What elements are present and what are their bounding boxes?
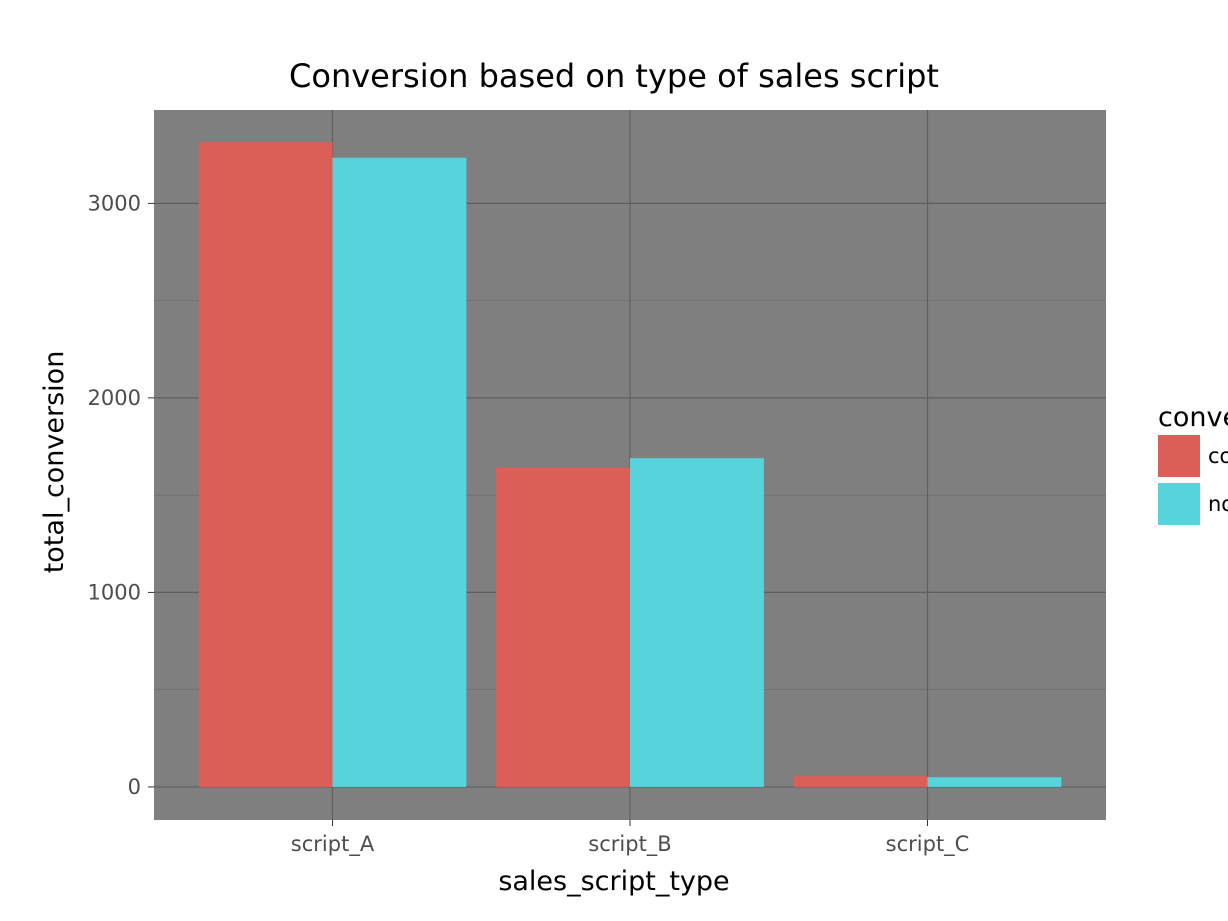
x-tick-label: script_A (291, 832, 375, 857)
bar-script_A-not_converted (332, 157, 467, 787)
x-tick-label: script_B (588, 832, 671, 857)
x-tick-label: script_C (886, 832, 970, 857)
bar-script_B-converted (496, 467, 630, 787)
y-tick-label: 0 (128, 775, 141, 799)
legend-title: conversion (1158, 402, 1228, 433)
bar-script_C-converted (793, 776, 928, 787)
bar-script_B-not_converted (630, 458, 764, 787)
legend-key-converted (1158, 435, 1200, 477)
y-tick-label: 2000 (88, 386, 141, 410)
bar-script_C-not_converted (927, 777, 1062, 787)
chart-title: Conversion based on type of sales script (289, 57, 939, 95)
y-tick-label: 3000 (88, 191, 141, 215)
bar-script_A-converted (198, 142, 333, 787)
y-axis-ticks: 0 1000 2000 3000 (88, 191, 154, 799)
x-axis-ticks: script_A script_B script_C (291, 820, 970, 857)
bars (198, 142, 1062, 787)
legend-label-not-converted: not_converted (1208, 492, 1228, 517)
legend: conversion converted not_converted (1158, 402, 1228, 525)
y-tick-label: 1000 (88, 580, 141, 604)
y-axis-label: total_conversion (39, 351, 70, 574)
x-axis-label: sales_script_type (498, 866, 729, 897)
legend-label-converted: converted (1208, 444, 1228, 468)
legend-key-not-converted (1158, 483, 1200, 525)
